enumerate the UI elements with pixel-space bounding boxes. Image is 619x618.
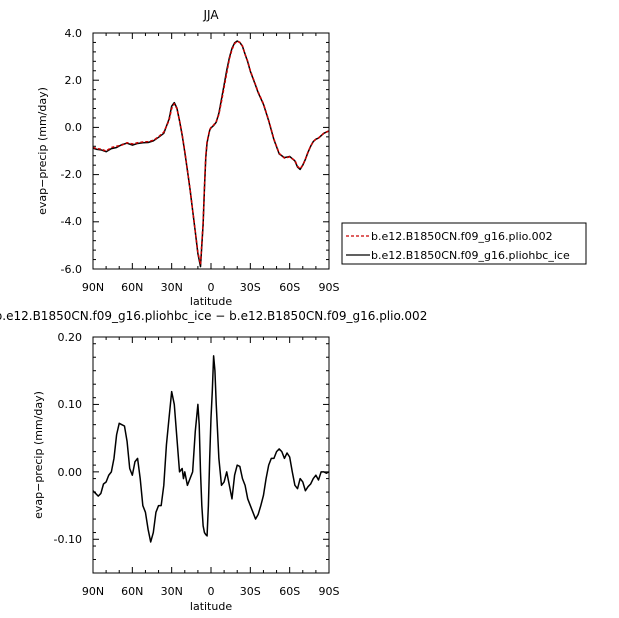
x-tick-label: 60S (279, 281, 300, 294)
bottom-x-tick-labels: 90N 60N 30N 0 30S 60S 90S (82, 585, 340, 598)
bottom-series-line-pliohbc-ice (92, 355, 330, 543)
x-tick-label: 60N (121, 585, 143, 598)
y-tick-label: 0.20 (58, 331, 83, 344)
top-axis-ticks (92, 32, 330, 270)
bottom-panel: b.e12.B1850CN.f09_g16.pliohbc_ice − b.e1… (0, 309, 427, 613)
x-tick-label: 90N (82, 585, 104, 598)
top-chart-title: JJA (202, 8, 219, 22)
top-panel: JJA evap−precip (mm/day) latitude 90N 60… (36, 8, 340, 308)
bottom-chart-title: b.e12.B1850CN.f09_g16.pliohbc_ice − b.e1… (0, 309, 427, 323)
bottom-series-group (92, 355, 330, 543)
x-tick-label: 60S (279, 585, 300, 598)
x-tick-label: 60N (121, 281, 143, 294)
top-series-line-plio (92, 40, 330, 266)
top-x-tick-labels: 90N 60N 30N 0 30S 60S 90S (82, 281, 340, 294)
y-tick-label: 2.0 (65, 74, 83, 87)
y-tick-label: 0.00 (58, 466, 83, 479)
x-tick-label: 90N (82, 281, 104, 294)
y-tick-label: 0.0 (65, 121, 83, 134)
top-plot-frame (92, 32, 330, 270)
x-tick-label: 30N (161, 585, 183, 598)
bottom-x-axis-label: latitude (190, 600, 232, 613)
bottom-y-axis-label: evap−precip (mm/day) (32, 391, 45, 519)
top-series-line-pliohbc-ice (92, 40, 330, 268)
legend: b.e12.B1850CN.f09_g16.plio.002 b.e12.B18… (341, 222, 587, 265)
top-series-group (92, 40, 330, 268)
bottom-plot-frame (92, 336, 330, 574)
x-tick-label: 0 (208, 585, 215, 598)
legend-entry-label: b.e12.B1850CN.f09_g16.pliohbc_ice (371, 249, 570, 262)
y-tick-label: -0.10 (54, 533, 82, 546)
y-tick-label: 4.0 (65, 27, 83, 40)
x-tick-label: 30N (161, 281, 183, 294)
y-tick-label: -2.0 (61, 168, 82, 181)
y-tick-label: -4.0 (61, 215, 82, 228)
y-tick-label: -6.0 (61, 263, 82, 276)
x-tick-label: 0 (208, 281, 215, 294)
x-tick-label: 30S (240, 281, 261, 294)
y-tick-label: 0.10 (58, 398, 83, 411)
legend-entry-label: b.e12.B1850CN.f09_g16.plio.002 (371, 230, 553, 243)
top-x-axis-label: latitude (190, 295, 232, 308)
x-tick-label: 90S (319, 585, 340, 598)
x-tick-label: 90S (319, 281, 340, 294)
x-tick-label: 30S (240, 585, 261, 598)
top-y-tick-labels: 4.0 2.0 0.0 -2.0 -4.0 -6.0 (61, 27, 82, 276)
bottom-y-tick-labels: 0.20 0.10 0.00 -0.10 (54, 331, 82, 546)
legend-box (341, 222, 587, 265)
top-y-axis-label: evap−precip (mm/day) (36, 87, 49, 215)
